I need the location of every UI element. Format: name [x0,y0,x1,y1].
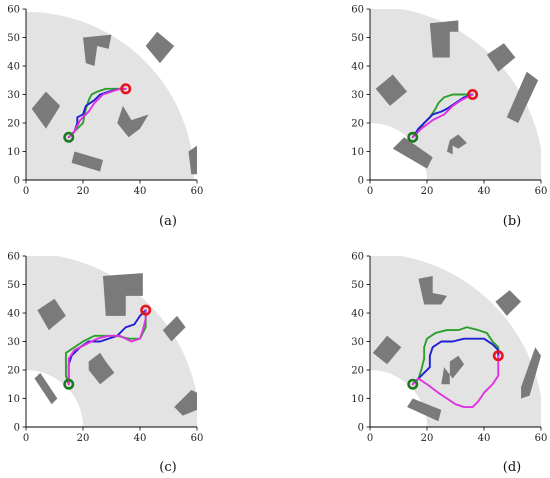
panel-d-obstacle-6 [521,347,541,399]
panel-a-ytick-label-30: 30 [7,90,20,101]
panel-c-obstacle-2 [37,298,66,331]
panel-a-obstacle-5 [71,151,103,172]
panel-c-obstacle-1 [102,273,143,316]
panel-c-xtick-label-60: 60 [191,433,204,444]
panel-d-path-3 [411,354,500,408]
panel-a-xtick-label-60: 60 [191,186,204,197]
panel-b-obstacle-1 [429,20,459,58]
panel-d: 0 20 40 60 0 10 20 30 40 50 60 (d) [351,252,547,476]
panel-d-ytick-label-40: 40 [351,309,364,320]
panel-d-xtick-label-40: 40 [478,433,491,444]
panel-b-ytick-label-10: 10 [351,147,364,158]
panel-c-ytick-label-10: 10 [7,394,20,405]
panel-d-xtick-label-60: 60 [535,433,548,444]
panel-a-ytick-label-50: 50 [7,33,20,44]
panel-d-ytick-label-10: 10 [351,394,364,405]
panel-a-free-region [26,11,195,180]
panel-c-goal-marker [140,304,152,316]
panel-b: 0 20 40 60 0 10 20 30 40 50 60 (b) [351,5,547,230]
panel-b-start-marker [407,131,419,143]
panel-c-obstacle-6 [174,389,197,416]
panel-a-ytick-label-20: 20 [7,119,20,130]
panel-d-goal-marker [492,350,504,362]
panel-c: 0 20 40 60 0 10 20 30 40 50 60 (c) [7,252,203,476]
panel-b-obstacle-6 [392,137,433,169]
panel-b-goal-marker [467,89,479,101]
panel-b-ytick-label-40: 40 [351,62,364,73]
panel-d-path-2 [411,337,500,386]
panel-b-ytick-label-50: 50 [351,33,364,44]
panel-b-obstacle-2 [486,43,516,72]
panel-d-ytick-label-60: 60 [351,252,364,263]
panel-c-ytick-label-40: 40 [7,309,20,320]
panel-a-ytick-label-40: 40 [7,62,20,73]
panel-b-obstacle-5 [446,134,467,155]
panel-d-ytick-label-20: 20 [351,366,364,377]
panel-d-ytick-label-50: 50 [351,280,364,291]
panel-c-label: (c) [159,460,176,475]
panel-a-path-1 [67,87,127,139]
panel-c-plot-area [26,256,197,427]
panel-b-xtick-label-0: 0 [367,186,373,197]
panel-b-ytick-label-30: 30 [351,90,364,101]
panel-a-ytick-label-10: 10 [7,147,20,158]
panel-a-obstacle-4 [117,105,149,138]
panel-a-start-marker [63,131,75,143]
panel-b-obstacle-3 [375,74,408,106]
panel-a-obstacle-2 [145,31,175,64]
panel-b-obstacle-4 [506,71,539,123]
panel-b-path-3 [411,93,474,139]
panel-b-ytick-label-0: 0 [358,176,364,187]
panel-c-path-3 [67,309,147,386]
panel-d-xtick-label-0: 0 [367,433,373,444]
panel-d-plot-area [370,256,541,427]
panel-a-obstacle-3 [31,91,61,129]
panel-d-label: (d) [503,460,521,475]
panel-a-xtick-label-20: 20 [77,186,90,197]
panel-b-xtick-label-40: 40 [478,186,491,197]
panel-b-path-1 [411,93,474,139]
panel-c-xtick-label-0: 0 [23,433,29,444]
panel-a-goal-marker [120,83,132,95]
panel-d-ytick-label-0: 0 [358,423,364,434]
panel-c-ytick-label-30: 30 [7,337,20,348]
panel-b-label: (b) [503,214,521,229]
panel-a-ytick-label-0: 0 [14,176,20,187]
panel-c-ytick-label-60: 60 [7,252,20,263]
panel-d-path-1 [411,326,500,386]
panel-c-ytick-label-0: 0 [14,423,20,434]
panel-a-xtick-label-40: 40 [134,186,147,197]
panel-b-xtick-label-60: 60 [535,186,548,197]
panel-a-path-3 [67,87,127,139]
panel-a-obstacle-6 [188,145,197,175]
panel-a-label: (a) [159,214,177,229]
panel-b-ytick-label-20: 20 [351,119,364,130]
panel-b-plot-area [370,9,541,180]
panel-d-obstacle-2 [495,290,522,316]
panel-c-ytick-label-20: 20 [7,366,20,377]
panel-c-obstacle-5 [34,372,58,405]
panel-b-ytick-label-60: 60 [351,5,364,16]
panel-a: 0 20 40 60 0 10 20 30 40 50 60 (a) [7,5,203,230]
panel-d-xtick-label-20: 20 [421,433,434,444]
panel-a-plot-area [26,11,197,180]
panel-c-obstacle-3 [162,315,186,342]
panel-b-xtick-label-20: 20 [421,186,434,197]
panel-a-ytick-label-60: 60 [7,5,20,16]
panel-d-obstacle-1 [418,275,447,305]
panel-d-obstacle-5 [407,398,442,422]
panel-c-xtick-label-20: 20 [77,433,90,444]
panel-d-start-marker [407,378,419,390]
panel-d-obstacle-3 [372,335,402,365]
panel-c-obstacle-4 [88,352,115,385]
panel-a-xtick-label-0: 0 [23,186,29,197]
panel-a-obstacle-1 [83,34,112,66]
panel-c-xtick-label-40: 40 [134,433,147,444]
panel-d-ytick-label-30: 30 [351,337,364,348]
panel-c-start-marker [63,378,75,390]
panel-c-ytick-label-50: 50 [7,280,20,291]
panel-d-obstacle-4 [441,355,465,385]
